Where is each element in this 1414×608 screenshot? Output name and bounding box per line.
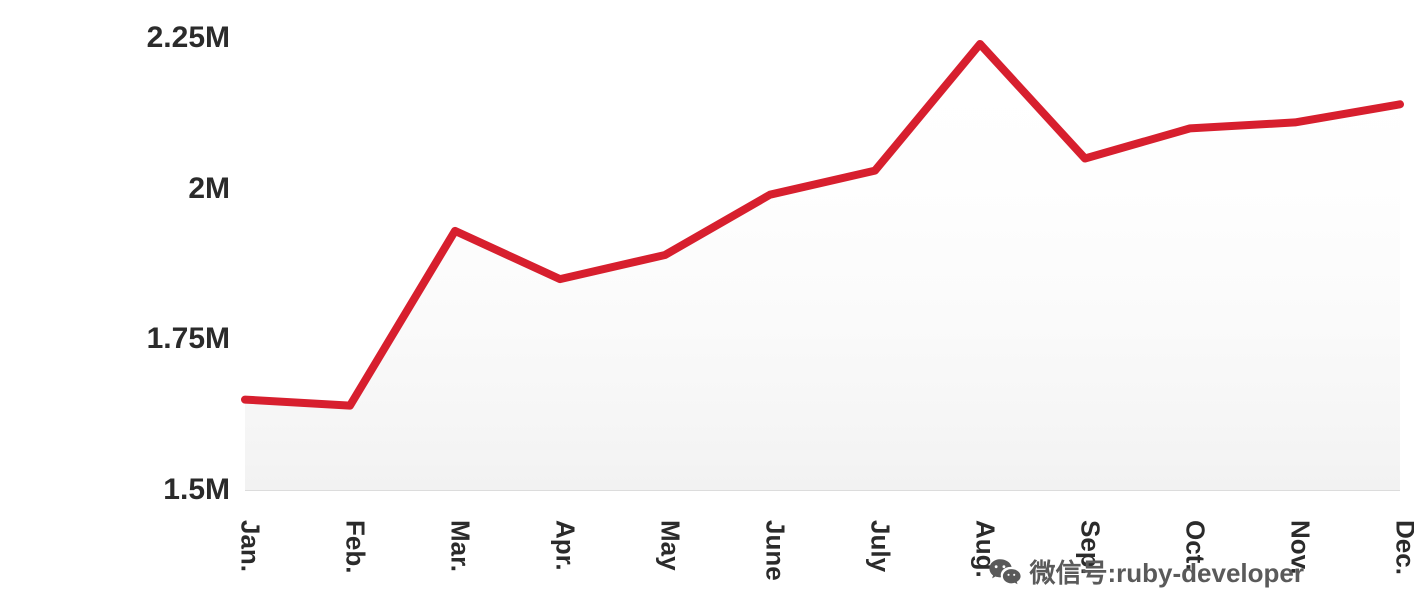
- line-chart: 1.5M1.75M2M2.25M Jan.Feb.Mar.Apr.MayJune…: [0, 0, 1414, 608]
- wechat-icon: [988, 555, 1022, 589]
- watermark: 微信号:ruby-developer: [988, 553, 1305, 590]
- watermark-text: 微信号:ruby-developer: [1030, 553, 1305, 590]
- plot-area: [0, 0, 1414, 608]
- area-fill: [245, 44, 1400, 490]
